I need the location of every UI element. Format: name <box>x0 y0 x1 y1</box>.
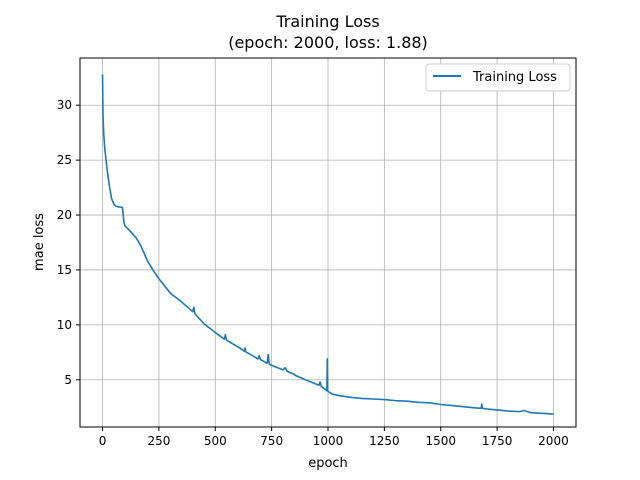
x-axis-label: epoch <box>308 456 348 471</box>
x-tick-label: 1500 <box>425 434 456 448</box>
y-tick-label: 20 <box>57 208 72 222</box>
series-layer <box>101 74 554 415</box>
x-tick-label: 0 <box>99 434 107 448</box>
x-tick-label: 1000 <box>313 434 344 448</box>
x-tick-label: 2000 <box>538 434 569 448</box>
y-tick-label: 25 <box>57 153 72 167</box>
chart-title: Training Loss <box>275 12 379 31</box>
y-tick-label: 30 <box>57 98 72 112</box>
legend: Training Loss <box>425 63 571 92</box>
y-tick-label: 10 <box>57 318 72 332</box>
legend-label: Training Loss <box>472 70 557 85</box>
x-tick-label: 1750 <box>482 434 513 448</box>
y-tick-label: 5 <box>64 373 72 387</box>
grid <box>80 58 576 427</box>
plot-frame <box>79 57 577 428</box>
axis-ticks: 0 250 500 750 1000 1250 1500 1750 2000 5 10 15 20 25 3… <box>57 98 569 448</box>
chart-subtitle: (epoch: 2000, loss: 1.88) <box>228 33 428 52</box>
legend-box <box>425 63 571 92</box>
x-tick-label: 750 <box>260 434 283 448</box>
series-line-training-loss <box>101 74 554 415</box>
x-tick-label: 1250 <box>369 434 400 448</box>
x-tick-label: 250 <box>147 434 170 448</box>
y-tick-label: 15 <box>57 263 72 277</box>
x-tick-label: 500 <box>204 434 227 448</box>
y-axis-label: mae loss <box>32 213 47 271</box>
